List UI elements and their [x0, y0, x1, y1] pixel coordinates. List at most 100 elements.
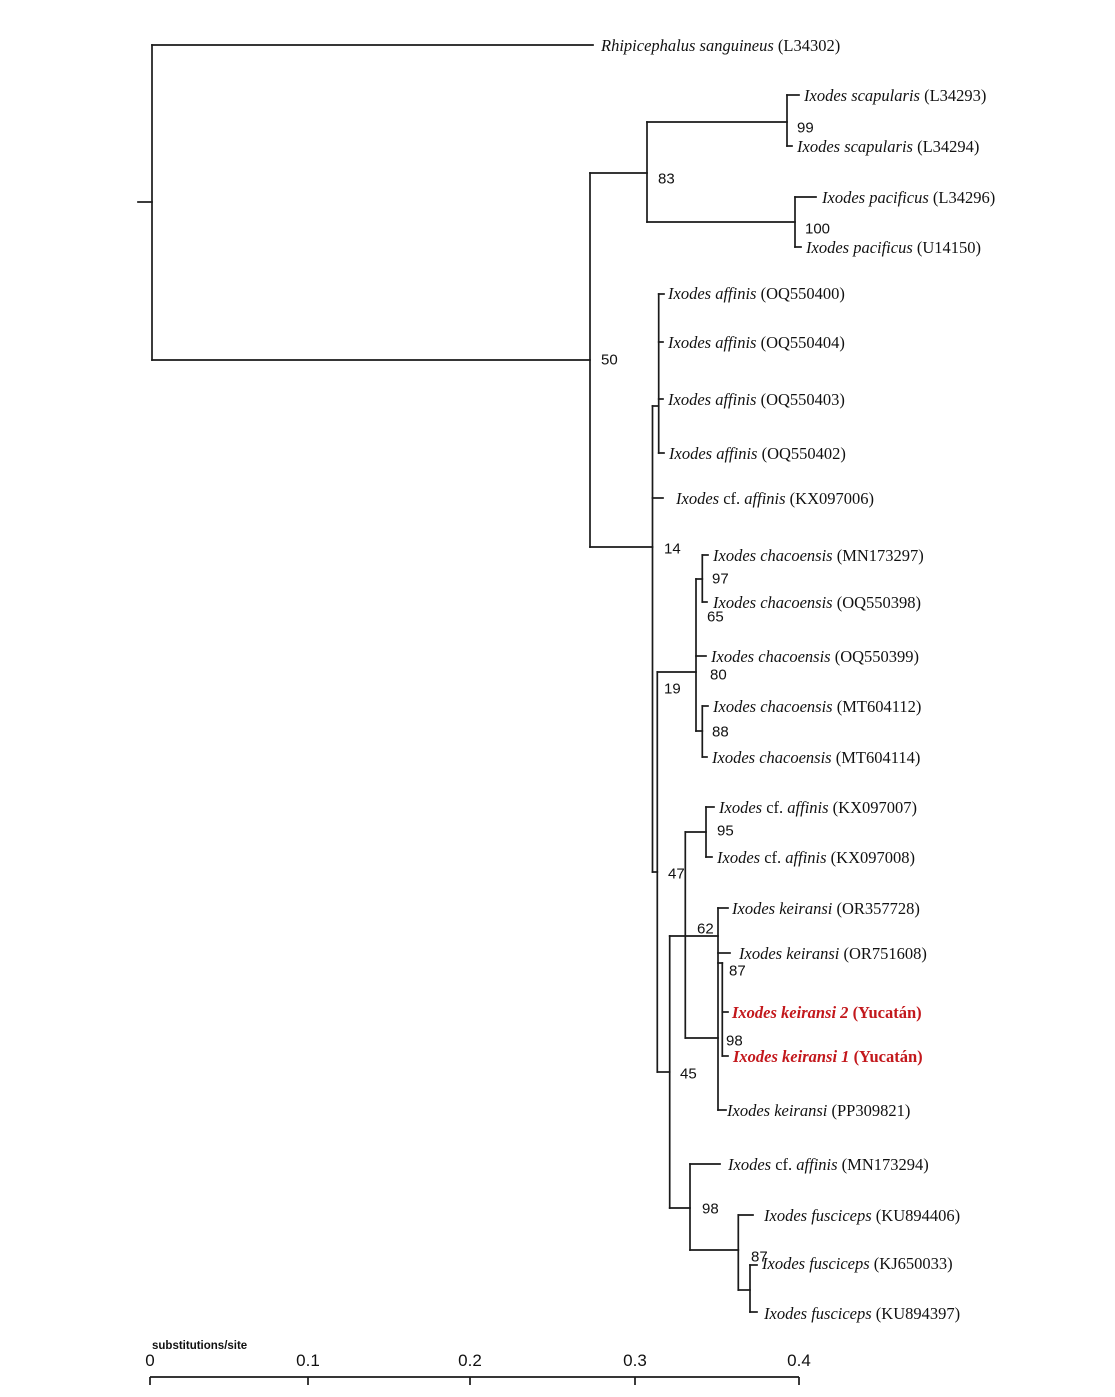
- taxon-accession-part: (L34296): [929, 188, 995, 207]
- taxon-name-part: affinis: [744, 489, 785, 508]
- taxon-label-ixodes-keiransi-2-yucatan: Ixodes keiransi 2 (Yucatán): [731, 1003, 922, 1022]
- taxon-name-part: Ixodes: [718, 798, 762, 817]
- taxon-name-part: Ixodes keiransi: [738, 944, 840, 963]
- taxon-accession-part: (MT604112): [833, 697, 922, 716]
- taxon-name-part: Ixodes scapularis: [796, 137, 913, 156]
- taxon-accession-part: cf.: [771, 1155, 796, 1174]
- taxon-name-part: Ixodes chacoensis: [712, 593, 833, 612]
- taxon-name-part: Ixodes affinis: [667, 390, 756, 409]
- taxon-label-ixodes-affinis-OQ550403: Ixodes affinis (OQ550403): [667, 390, 845, 409]
- taxon-accession-part: (KU894397): [872, 1304, 960, 1323]
- taxon-label-ixodes-affinis-OQ550400: Ixodes affinis (OQ550400): [667, 284, 845, 303]
- taxon-accession-part: cf.: [760, 848, 785, 867]
- taxon-label-ixodes-cf-affinis-KX097008: Ixodes cf. affinis (KX097008): [716, 848, 915, 867]
- bootstrap-value: 83: [658, 171, 675, 188]
- bootstrap-value: 88: [712, 724, 729, 741]
- taxon-label-ixodes-cf-affinis-MN173294: Ixodes cf. affinis (MN173294): [727, 1155, 929, 1174]
- taxon-accession-part: (OQ550402): [757, 444, 845, 463]
- taxon-name-part: Ixodes affinis: [667, 284, 756, 303]
- taxon-name-part: Ixodes affinis: [667, 333, 756, 352]
- taxon-label-ixodes-keiransi-OR357728: Ixodes keiransi (OR357728): [731, 899, 920, 918]
- taxon-name-part: Rhipicephalus sanguineus: [600, 36, 774, 55]
- taxon-label-ixodes-affinis-OQ550402: Ixodes affinis (OQ550402): [668, 444, 846, 463]
- taxon-accession-part: (OQ550399): [831, 647, 919, 666]
- taxon-name-part: Ixodes keiransi: [726, 1101, 828, 1120]
- taxon-label-ixodes-chacoensis-OQ550399: Ixodes chacoensis (OQ550399): [710, 647, 919, 666]
- taxon-accession-part: (KX097006): [786, 489, 874, 508]
- taxon-label-rhipicephalus-sanguineus-L34302: Rhipicephalus sanguineus (L34302): [600, 36, 840, 55]
- taxon-label-ixodes-scapularis-L34293: Ixodes scapularis (L34293): [803, 86, 986, 105]
- scalebar-tick-label: 0.4: [787, 1351, 811, 1370]
- taxon-accession-part: (PP309821): [827, 1101, 910, 1120]
- taxon-name-part: Ixodes keiransi 1: [732, 1047, 849, 1066]
- taxon-accession-part: (OR357728): [832, 899, 920, 918]
- bootstrap-value: 14: [664, 541, 681, 558]
- taxon-name-part: Ixodes: [727, 1155, 771, 1174]
- taxon-name-part: Ixodes chacoensis: [712, 697, 833, 716]
- taxon-name-part: affinis: [796, 1155, 837, 1174]
- taxon-accession-part: (L34294): [913, 137, 979, 156]
- taxon-name-part: Ixodes fusciceps: [763, 1304, 872, 1323]
- taxon-accession-part: cf.: [762, 798, 787, 817]
- taxon-name-part: affinis: [785, 848, 826, 867]
- scalebar-caption: substitutions/site: [152, 1340, 248, 1352]
- taxon-label-ixodes-chacoensis-MT604114: Ixodes chacoensis (MT604114): [711, 748, 920, 767]
- taxon-accession-part: (U14150): [913, 238, 981, 257]
- taxon-accession-part: (KU894406): [872, 1206, 960, 1225]
- bootstrap-value: 95: [717, 823, 734, 840]
- taxon-label-ixodes-keiransi-PP309821: Ixodes keiransi (PP309821): [726, 1101, 910, 1120]
- taxon-name-part: Ixodes fusciceps: [761, 1254, 870, 1273]
- taxon-label-ixodes-chacoensis-MN173297: Ixodes chacoensis (MN173297): [712, 546, 924, 565]
- bootstrap-value: 45: [680, 1066, 697, 1083]
- bootstrap-value: 62: [697, 921, 714, 938]
- taxon-accession-part: (KJ650033): [870, 1254, 953, 1273]
- taxon-accession-part: (KX097007): [829, 798, 917, 817]
- bootstrap-value: 47: [668, 866, 685, 883]
- taxon-name-part: Ixodes affinis: [668, 444, 757, 463]
- taxon-accession-part: (OQ550398): [833, 593, 921, 612]
- taxon-label-ixodes-scapularis-L34294: Ixodes scapularis (L34294): [796, 137, 979, 156]
- taxon-label-ixodes-affinis-OQ550404: Ixodes affinis (OQ550404): [667, 333, 845, 352]
- taxon-name-part: Ixodes: [716, 848, 760, 867]
- bootstrap-value: 98: [726, 1033, 743, 1050]
- taxon-label-ixodes-cf-affinis-KX097006: Ixodes cf. affinis (KX097006): [675, 489, 874, 508]
- bootstrap-value: 97: [712, 571, 729, 588]
- taxon-accession-part: (MN173297): [833, 546, 924, 565]
- taxon-name-part: Ixodes fusciceps: [763, 1206, 872, 1225]
- scalebar-tick-label: 0: [145, 1351, 154, 1370]
- bootstrap-value: 19: [664, 681, 681, 698]
- taxon-name-part: Ixodes keiransi 2: [731, 1003, 848, 1022]
- taxon-label-ixodes-fusciceps-KU894406: Ixodes fusciceps (KU894406): [763, 1206, 960, 1225]
- taxon-name-part: Ixodes scapularis: [803, 86, 920, 105]
- taxon-label-ixodes-pacificus-L34296: Ixodes pacificus (L34296): [821, 188, 995, 207]
- taxon-label-ixodes-fusciceps-KU894397: Ixodes fusciceps (KU894397): [763, 1304, 960, 1323]
- taxon-accession-part: (OQ550404): [756, 333, 844, 352]
- taxon-accession-part: (MT604114): [832, 748, 921, 767]
- taxon-accession-part: (Yucatán): [848, 1003, 921, 1022]
- taxon-label-ixodes-keiransi-1-yucatan: Ixodes keiransi 1 (Yucatán): [732, 1047, 923, 1066]
- taxon-accession-part: (OQ550403): [756, 390, 844, 409]
- scalebar-tick-label: 0.2: [458, 1351, 482, 1370]
- scalebar-tick-label: 0.1: [296, 1351, 320, 1370]
- taxon-accession-part: (OR751608): [839, 944, 927, 963]
- taxon-name-part: Ixodes chacoensis: [710, 647, 831, 666]
- taxon-accession-part: (L34293): [920, 86, 986, 105]
- taxon-label-ixodes-chacoensis-MT604112: Ixodes chacoensis (MT604112): [712, 697, 921, 716]
- taxon-name-part: Ixodes chacoensis: [712, 546, 833, 565]
- bootstrap-value: 99: [797, 120, 814, 137]
- bootstrap-value: 98: [702, 1201, 719, 1218]
- taxon-name-part: affinis: [787, 798, 828, 817]
- taxon-label-ixodes-fusciceps-KJ650033: Ixodes fusciceps (KJ650033): [761, 1254, 953, 1273]
- taxon-label-ixodes-pacificus-U14150: Ixodes pacificus (U14150): [805, 238, 981, 257]
- taxon-name-part: Ixodes keiransi: [731, 899, 833, 918]
- taxon-accession-part: (L34302): [774, 36, 840, 55]
- scalebar-tick-label: 0.3: [623, 1351, 647, 1370]
- taxon-accession-part: (KX097008): [827, 848, 915, 867]
- taxon-accession-part: cf.: [719, 489, 744, 508]
- bootstrap-value: 100: [805, 221, 830, 238]
- taxon-accession-part: (OQ550400): [756, 284, 844, 303]
- taxon-name-part: Ixodes pacificus: [821, 188, 929, 207]
- taxon-accession-part: (MN173294): [838, 1155, 929, 1174]
